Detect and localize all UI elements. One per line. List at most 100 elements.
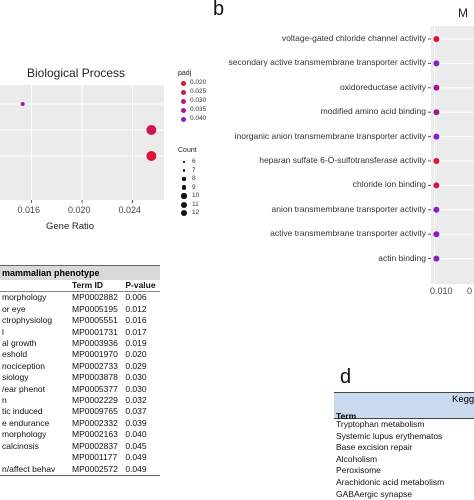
panel-b-term-label: oxidoreductase activity <box>340 81 426 92</box>
panel-b-title-fragment: M <box>458 6 468 20</box>
phenotype-term-cell: l <box>2 326 4 337</box>
phenotype-table-header: Term ID P-value <box>0 280 160 292</box>
phenotype-table-bottom-rule <box>0 474 160 476</box>
phenotype-term-cell: nociception <box>2 360 46 371</box>
kegg-header-bar: Kegg <box>334 392 474 406</box>
panel-b-point <box>433 84 440 91</box>
panel-b-tick-1: 0 <box>467 286 473 296</box>
phenotype-id-cell: MP0005551 <box>72 315 118 326</box>
phenotype-table-row: tic induced MP0009765 0.037 <box>0 406 160 417</box>
phenotype-term-cell: e endurance <box>2 417 50 428</box>
kegg-term-row: Systemic lupus erythematos <box>336 430 443 441</box>
kegg-term-row: Tryptophan metabolism <box>336 419 425 429</box>
phenotype-pvalue-cell: 0.017 <box>125 326 147 337</box>
kegg-table: Kegg Term Tryptophan metabolism Systemic … <box>334 392 474 500</box>
phenotype-pvalue-cell: 0.049 <box>125 463 147 474</box>
panel-b-term-label: secondary active transmembrane transport… <box>228 57 426 68</box>
panel-a-xlabel: Gene Ratio <box>46 221 95 232</box>
phenotype-term-cell <box>0 452 70 463</box>
phenotype-table-row: n MP0002229 0.032 <box>0 395 160 406</box>
panel-b-term-label: actin binding <box>378 252 426 263</box>
phenotype-term-cell: siology <box>2 372 29 383</box>
count-legend-label: 7 <box>192 166 196 174</box>
padj-legend-swatch <box>181 81 186 86</box>
count-legend-label: 9 <box>192 183 196 191</box>
phenotype-pvalue-cell: 0.045 <box>125 440 147 451</box>
panel-b-point <box>433 36 440 42</box>
kegg-header: Kegg <box>452 394 474 405</box>
phenotype-term-cell: or eye <box>2 303 26 314</box>
phenotype-term-cell: morphology <box>2 429 47 440</box>
kegg-col-label: Term <box>336 411 357 421</box>
panel-b-point <box>433 109 440 116</box>
panel-b-term-label: anion transmembrane transporter activity <box>271 203 427 214</box>
phenotype-table-row: n/affect behav MP0002572 0.049 <box>0 464 160 475</box>
phenotype-table-row: l MP0001731 0.017 <box>0 327 160 338</box>
phenotype-pvalue-cell: 0.039 <box>125 417 147 428</box>
phenotype-table-row: nociception MP0002733 0.029 <box>0 361 160 372</box>
phenotype-pvalue-cell: 0.006 <box>125 292 147 303</box>
phenotype-id-cell: MP0001970 <box>72 349 118 360</box>
count-legend-swatch <box>181 193 187 199</box>
kegg-term-row: Base excision repair <box>336 442 413 453</box>
phenotype-id-cell: MP0005195 <box>72 303 118 314</box>
phenotype-table: Term ID P-value morphology MP0002882 0.006… <box>0 280 160 475</box>
padj-legend-label: 0.030 <box>190 97 207 104</box>
phenotype-table-row: morphology MP0002163 0.040 <box>0 429 160 440</box>
phenotype-id-cell: MP0002229 <box>72 395 118 406</box>
phenotype-pvalue-cell: 0.037 <box>125 406 147 417</box>
phenotype-term-cell: /ear phenot <box>2 383 46 394</box>
panel-a-title: Biological Process <box>27 66 126 80</box>
count-legend-label: 8 <box>192 175 196 182</box>
phenotype-id-cell: MP0003936 <box>72 338 118 349</box>
phenotype-table-title-text: mammalian phenotype <box>2 268 100 278</box>
phenotype-id-cell: MP0002332 <box>72 417 118 428</box>
phenotype-header-term <box>0 280 70 292</box>
panel-a-point <box>146 125 157 135</box>
phenotype-pvalue-cell: 0.020 <box>125 349 147 360</box>
panel-a-plot <box>0 85 164 203</box>
phenotype-table-row: eshold MP0001970 0.020 <box>0 349 160 360</box>
phenotype-id-cell: MP0002163 <box>72 429 118 440</box>
phenotype-pvalue-cell: 0.029 <box>125 360 147 371</box>
panel-b-plot-background <box>431 26 474 284</box>
padj-legend-label: 0.025 <box>190 88 207 95</box>
phenotype-term-cell: morphology <box>2 292 47 303</box>
phenotype-table-row: al growth MP0003936 0.019 <box>0 338 160 349</box>
padj-legend-label: 0.035 <box>190 106 207 113</box>
phenotype-pvalue-cell: 0.030 <box>125 383 147 394</box>
phenotype-pvalue-cell: 0.016 <box>125 315 147 326</box>
phenotype-term-cell: n/affect behav <box>2 463 56 474</box>
count-legend-swatch <box>181 201 187 208</box>
panel-b-term-label: chloride ion binding <box>352 179 426 190</box>
panel-b-point <box>433 255 440 262</box>
panel-b-term-label: voltage-gated chloride channel activity <box>281 33 426 43</box>
phenotype-table-row: /ear phenot MP0005377 0.030 <box>0 384 160 395</box>
count-legend-label: 10 <box>192 192 200 199</box>
phenotype-pvalue-cell: 0.032 <box>125 395 147 406</box>
phenotype-id-cell: MP0002572 <box>72 463 118 474</box>
phenotype-table-wrap: mammalian phenotype Term ID P-value morp… <box>0 265 160 476</box>
kegg-col-header: Term <box>334 406 474 421</box>
phenotype-term-cell: calcinosis <box>2 440 39 451</box>
phenotype-pvalue-cell: 0.049 <box>125 452 147 463</box>
phenotype-id-cell: MP0001731 <box>72 326 118 337</box>
count-legend-label: 11 <box>192 200 199 208</box>
kegg-body: Tryptophan metabolism Systemic lupus eryt… <box>334 419 474 500</box>
phenotype-table-row: morphology MP0002882 0.006 <box>0 292 160 304</box>
panel-d-letter: d <box>340 366 352 388</box>
panel-b-term-label: modified amino acid binding <box>320 106 426 117</box>
padj-legend-label: 0.040 <box>190 115 207 122</box>
phenotype-pvalue-cell: 0.012 <box>125 303 147 314</box>
panel-b-term-label: inorganic anion transmembrane transporte… <box>234 130 426 141</box>
count-legend-title: Count <box>178 147 197 154</box>
phenotype-term-cell: eshold <box>2 349 28 360</box>
padj-legend-label: 0.020 <box>190 79 207 86</box>
panel-b-point <box>433 133 440 140</box>
count-legend-swatch <box>183 161 185 163</box>
phenotype-pvalue-cell: 0.040 <box>125 429 147 440</box>
phenotype-table-row: siology MP0003878 0.030 <box>0 372 160 383</box>
phenotype-term-cell: ctrophysiolog <box>2 315 53 326</box>
kegg-term-row: Peroxisome <box>336 465 381 476</box>
phenotype-table-row: ctrophysiolog MP0005551 0.016 <box>0 315 160 326</box>
